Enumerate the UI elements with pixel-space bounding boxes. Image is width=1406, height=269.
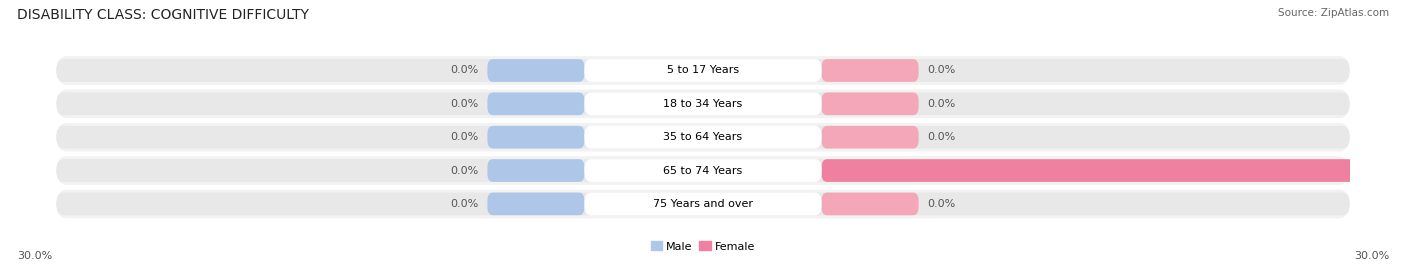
FancyBboxPatch shape (821, 59, 918, 82)
FancyBboxPatch shape (488, 193, 585, 215)
Text: 0.0%: 0.0% (450, 199, 479, 209)
Text: 30.0%: 30.0% (17, 251, 52, 261)
Text: 0.0%: 0.0% (927, 65, 956, 76)
FancyBboxPatch shape (56, 126, 1350, 148)
Text: 0.0%: 0.0% (450, 65, 479, 76)
FancyBboxPatch shape (56, 190, 1350, 218)
Text: 0.0%: 0.0% (450, 99, 479, 109)
FancyBboxPatch shape (488, 126, 585, 148)
FancyBboxPatch shape (56, 156, 1350, 185)
FancyBboxPatch shape (488, 159, 585, 182)
FancyBboxPatch shape (821, 193, 918, 215)
Text: DISABILITY CLASS: COGNITIVE DIFFICULTY: DISABILITY CLASS: COGNITIVE DIFFICULTY (17, 8, 309, 22)
FancyBboxPatch shape (821, 93, 918, 115)
FancyBboxPatch shape (56, 59, 1350, 82)
FancyBboxPatch shape (585, 93, 821, 115)
FancyBboxPatch shape (56, 159, 1350, 182)
FancyBboxPatch shape (56, 90, 1350, 118)
Text: 0.0%: 0.0% (927, 132, 956, 142)
Text: 65 to 74 Years: 65 to 74 Years (664, 165, 742, 176)
FancyBboxPatch shape (56, 193, 1350, 215)
FancyBboxPatch shape (585, 193, 821, 215)
FancyBboxPatch shape (585, 59, 821, 82)
Text: 35 to 64 Years: 35 to 64 Years (664, 132, 742, 142)
Text: 75 Years and over: 75 Years and over (652, 199, 754, 209)
Text: 0.0%: 0.0% (450, 165, 479, 176)
FancyBboxPatch shape (585, 159, 821, 182)
FancyBboxPatch shape (56, 56, 1350, 85)
Text: 0.0%: 0.0% (927, 99, 956, 109)
Text: 18 to 34 Years: 18 to 34 Years (664, 99, 742, 109)
FancyBboxPatch shape (488, 59, 585, 82)
Text: 30.0%: 30.0% (1354, 251, 1389, 261)
Text: 5 to 17 Years: 5 to 17 Years (666, 65, 740, 76)
Legend: Male, Female: Male, Female (651, 241, 755, 252)
FancyBboxPatch shape (56, 123, 1350, 151)
FancyBboxPatch shape (821, 159, 1406, 182)
Text: 0.0%: 0.0% (927, 199, 956, 209)
FancyBboxPatch shape (585, 126, 821, 148)
FancyBboxPatch shape (488, 93, 585, 115)
Text: 0.0%: 0.0% (450, 132, 479, 142)
FancyBboxPatch shape (821, 126, 918, 148)
Text: Source: ZipAtlas.com: Source: ZipAtlas.com (1278, 8, 1389, 18)
Text: 27.5%: 27.5% (1365, 165, 1403, 176)
FancyBboxPatch shape (56, 93, 1350, 115)
